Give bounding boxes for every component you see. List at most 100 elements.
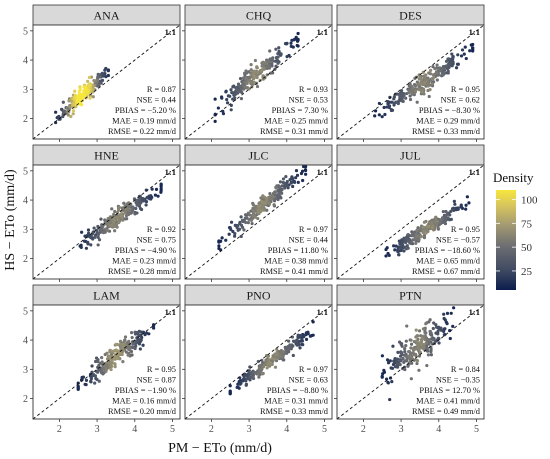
data-point: [300, 342, 304, 347]
data-point: [252, 69, 257, 73]
data-point: [247, 76, 251, 80]
stat-nse: NSE = 0.62: [441, 96, 480, 105]
data-point: [99, 217, 103, 221]
data-point: [422, 220, 426, 224]
data-point: [430, 225, 434, 230]
data-point: [137, 342, 142, 346]
plot-border: [32, 24, 181, 140]
x-tick-label: 2: [57, 424, 62, 435]
data-point: [113, 361, 117, 366]
data-point: [409, 84, 413, 88]
y-tick-label: 4: [23, 196, 28, 207]
plot-border: [32, 164, 181, 280]
data-point: [251, 77, 256, 81]
data-point: [246, 221, 250, 225]
data-point: [373, 114, 377, 118]
stat-r: R = 0.93: [299, 85, 328, 94]
data-point: [278, 180, 283, 184]
panel-strip-label: PNO: [246, 289, 270, 303]
data-point: [422, 87, 426, 91]
data-point: [388, 359, 392, 363]
data-point: [403, 367, 407, 372]
data-point: [408, 354, 413, 358]
stat-rmse: RMSE = 0.67 mm/d: [412, 267, 481, 276]
data-point: [287, 339, 291, 343]
data-point: [382, 105, 386, 110]
data-point: [138, 200, 142, 204]
data-point: [79, 103, 84, 107]
data-point: [288, 178, 292, 182]
data-point: [95, 228, 99, 232]
data-point: [421, 225, 426, 229]
y-tick-label: 3: [23, 85, 28, 96]
data-point: [468, 49, 472, 53]
data-point: [423, 75, 427, 79]
stat-mae: MAE = 0.65 mm/d: [416, 257, 481, 266]
stat-r: R = 0.95: [451, 225, 480, 234]
data-point: [424, 231, 428, 235]
data-point: [251, 214, 255, 218]
data-point: [131, 342, 135, 346]
data-point: [233, 96, 237, 100]
data-point: [424, 322, 428, 326]
data-point: [289, 44, 293, 48]
data-point: [392, 360, 397, 364]
y-tick-label: 3: [23, 365, 28, 376]
data-point: [129, 331, 134, 335]
data-point: [233, 234, 237, 238]
stat-nse: NSE = 0.75: [137, 236, 176, 245]
data-point: [93, 235, 97, 239]
data-point: [454, 208, 458, 212]
data-points: [213, 31, 300, 123]
data-point: [244, 382, 248, 386]
data-point: [256, 208, 260, 212]
data-point: [400, 91, 404, 95]
data-point: [267, 59, 271, 64]
data-point: [428, 318, 432, 322]
data-point: [95, 377, 99, 382]
data-point: [393, 92, 398, 96]
data-points: [78, 182, 163, 250]
data-point: [97, 379, 101, 383]
data-point: [436, 226, 440, 230]
stat-rmse: RMSE = 0.33 mm/d: [412, 127, 481, 136]
stat-nse: NSE = 0.53: [289, 96, 328, 105]
data-point: [244, 77, 248, 81]
data-point: [255, 75, 259, 80]
data-point: [114, 348, 118, 352]
data-point: [133, 330, 137, 334]
data-point: [406, 246, 410, 250]
data-point: [103, 364, 107, 368]
data-point: [462, 52, 466, 56]
data-point: [259, 196, 263, 200]
data-point: [408, 350, 412, 354]
data-point: [283, 345, 287, 349]
data-point: [285, 55, 289, 59]
data-point: [240, 225, 245, 229]
data-point: [281, 180, 285, 185]
data-point: [225, 101, 230, 105]
data-point: [415, 234, 419, 238]
data-point: [443, 213, 448, 218]
data-point: [216, 106, 220, 110]
x-axis-title: PM − ETo (mm/d): [168, 441, 272, 456]
reference-line-1-1: [184, 304, 333, 420]
data-point: [144, 203, 148, 207]
data-point: [284, 42, 289, 46]
data-point: [261, 60, 265, 64]
data-point: [99, 370, 103, 374]
data-point: [256, 372, 260, 376]
data-point: [402, 360, 406, 364]
data-point: [96, 235, 100, 239]
data-point: [293, 180, 297, 185]
data-point: [386, 381, 390, 385]
stat-mae: MAE = 0.25 mm/d: [264, 117, 329, 126]
data-point: [459, 205, 464, 209]
data-point: [427, 338, 431, 342]
stat-r: R = 0.97: [299, 225, 328, 234]
data-point: [451, 324, 455, 328]
data-point: [444, 64, 448, 68]
